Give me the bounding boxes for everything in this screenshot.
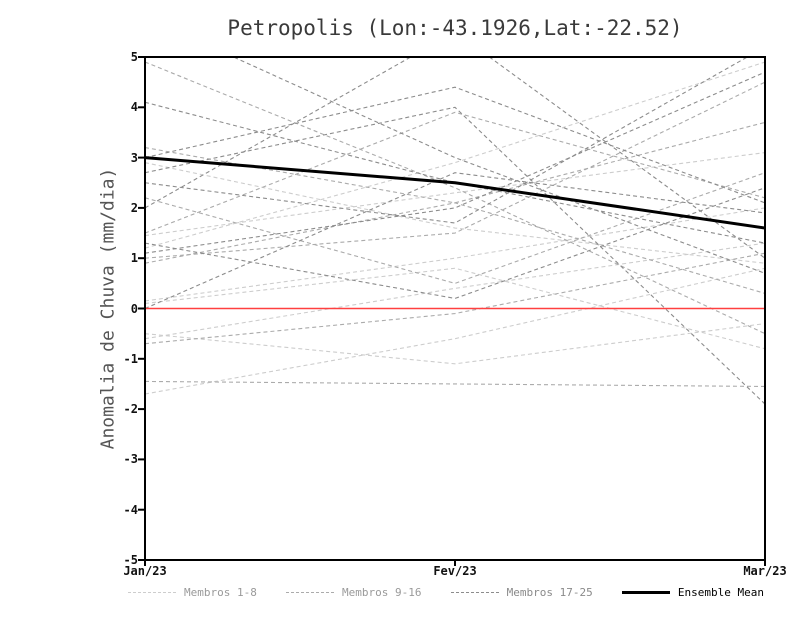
y-tick-label: 5 [130, 50, 138, 64]
legend-item-ensemble-mean: Ensemble Mean [621, 586, 764, 599]
member-line [145, 61, 765, 249]
dashed-line-swatch [286, 592, 335, 593]
member-line [232, 57, 765, 274]
member-line [145, 162, 765, 264]
chart-title: Petropolis (Lon:-43.1926,Lat:-22.52) [227, 16, 683, 40]
y-tick-label: 0 [130, 301, 138, 316]
member-line [145, 86, 765, 204]
member-line [145, 267, 765, 350]
y-tick-label: -5 [123, 553, 138, 567]
y-tick-label: -3 [123, 452, 138, 467]
y-tick-label: -1 [123, 351, 138, 366]
legend-label: Membros 17-25 [506, 586, 593, 599]
dashed-line-swatch [128, 592, 176, 593]
member-line [145, 152, 765, 237]
member-line [145, 61, 765, 335]
member-line [145, 101, 765, 244]
member-line [145, 252, 765, 345]
member-line [145, 323, 765, 365]
member-line [145, 187, 765, 300]
ensemble-mean-line [145, 156, 765, 230]
x-tick-label-jan: Jan/23 [123, 564, 167, 578]
member-line [145, 202, 765, 294]
legend-item-membros-17-25: Membros 17-25 [450, 586, 593, 599]
y-tick-label: -2 [123, 402, 138, 417]
member-line [145, 172, 765, 284]
member-line [145, 267, 765, 395]
member-line [145, 57, 765, 259]
legend-item-membros-1-8: Membros 1-8 [128, 586, 257, 599]
legend-label: Membros 1-8 [184, 586, 257, 599]
member-line [145, 121, 765, 204]
member-line [145, 172, 765, 310]
y-tick-label: 3 [130, 150, 138, 165]
y-tick-label: -4 [123, 502, 138, 517]
member-line [145, 207, 765, 302]
member-line [145, 81, 765, 259]
legend: Membros 1-8 Membros 9-16 Membros 17-25 E… [128, 586, 764, 599]
solid-line-swatch [621, 591, 670, 594]
y-tick-label: 1 [130, 251, 138, 266]
legend-item-membros-9-16: Membros 9-16 [286, 586, 422, 599]
member-line [145, 242, 765, 340]
member-line [145, 380, 765, 388]
legend-label: Membros 9-16 [342, 586, 422, 599]
member-line [145, 111, 765, 234]
legend-label: Ensemble Mean [677, 586, 764, 599]
y-tick-label: 4 [130, 100, 138, 115]
y-tick-label: 2 [130, 200, 138, 215]
member-line [145, 106, 765, 405]
x-tick-label-fev: Fev/23 [433, 564, 477, 578]
x-tick-label-mar: Mar/23 [743, 564, 787, 578]
dashed-line-swatch [450, 592, 499, 593]
